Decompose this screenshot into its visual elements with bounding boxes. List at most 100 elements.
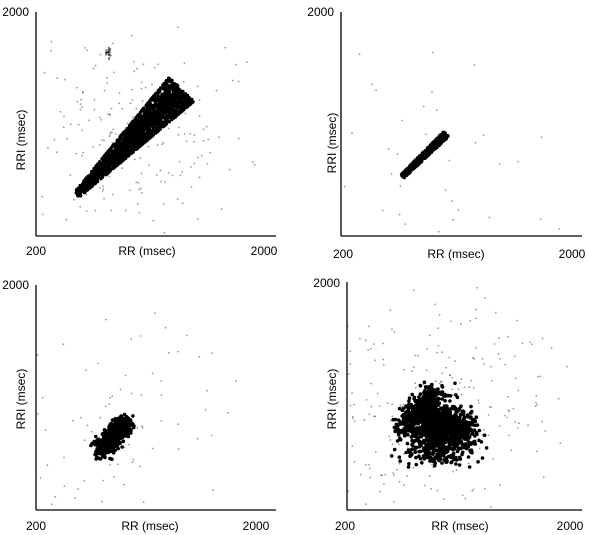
- data-point: [178, 88, 182, 93]
- x-tick-label-min: 200: [26, 519, 46, 533]
- data-point: [190, 186, 193, 188]
- data-point: [85, 194, 88, 196]
- data-point: [121, 439, 125, 444]
- data-point: [460, 450, 465, 455]
- data-point: [196, 437, 199, 440]
- data-point: [146, 104, 149, 107]
- data-point: [390, 173, 393, 175]
- data-point: [102, 159, 107, 163]
- data-point: [431, 143, 436, 147]
- data-point: [142, 110, 145, 112]
- data-point: [436, 427, 440, 432]
- data-point: [210, 434, 213, 437]
- data-point: [443, 417, 447, 422]
- data-point: [425, 438, 429, 443]
- data-point: [396, 153, 399, 156]
- data-point: [436, 437, 441, 442]
- data-point: [175, 85, 178, 87]
- data-point: [100, 170, 104, 174]
- data-point: [124, 145, 128, 149]
- x-axis-label: RR (msec): [427, 247, 484, 261]
- data-point: [436, 402, 440, 407]
- data-point: [418, 154, 422, 158]
- data-point: [80, 184, 85, 188]
- data-point: [90, 430, 93, 433]
- data-point: [108, 51, 111, 54]
- data-point: [392, 447, 397, 452]
- data-point: [414, 417, 419, 421]
- data-point: [114, 157, 118, 162]
- data-point: [168, 115, 172, 120]
- data-point: [116, 147, 120, 151]
- data-point: [404, 429, 408, 433]
- data-point: [148, 164, 150, 167]
- data-point: [44, 429, 47, 431]
- data-point: [462, 415, 467, 420]
- data-point: [163, 117, 168, 121]
- data-point: [467, 440, 471, 445]
- data-point: [457, 209, 460, 211]
- data-point: [108, 160, 113, 164]
- data-point: [169, 103, 174, 108]
- data-point: [162, 109, 166, 113]
- data-point: [168, 84, 172, 89]
- data-point: [114, 430, 119, 435]
- data-point: [198, 355, 201, 358]
- data-point: [228, 168, 231, 171]
- data-point: [75, 152, 78, 155]
- data-point: [75, 86, 78, 89]
- data-point: [126, 129, 131, 133]
- data-point: [130, 125, 134, 129]
- data-point: [62, 126, 65, 129]
- data-point: [474, 141, 477, 144]
- data-point: [152, 219, 155, 222]
- data-point: [558, 228, 560, 230]
- data-point: [104, 172, 109, 176]
- data-point: [122, 424, 127, 429]
- data-point: [111, 395, 114, 398]
- data-point: [99, 116, 101, 119]
- data-point: [50, 49, 52, 52]
- data-point: [63, 115, 65, 118]
- data-point: [109, 155, 113, 159]
- panel-bottom-left: 2000 200 2000 RR (msec) RRI (msec): [2, 278, 276, 533]
- data-point: [50, 503, 53, 506]
- data-point: [56, 151, 58, 154]
- data-point: [410, 392, 415, 397]
- x-axis-label: RR (msec): [118, 244, 175, 258]
- data-point: [96, 439, 99, 441]
- data-point: [540, 136, 543, 139]
- data-point: [204, 408, 207, 411]
- data-point: [103, 448, 108, 453]
- data-point: [130, 392, 133, 395]
- data-point: [102, 436, 106, 441]
- data-point: [100, 118, 102, 121]
- data-point: [139, 465, 141, 468]
- data-point: [43, 71, 46, 74]
- data-point: [415, 426, 419, 430]
- data-point: [115, 162, 118, 165]
- data-point: [161, 83, 165, 87]
- data-point: [180, 96, 184, 101]
- data-point: [177, 448, 180, 450]
- data-point: [80, 98, 83, 101]
- y-tick-label-max: 2000: [2, 278, 29, 292]
- data-point: [172, 111, 177, 115]
- data-point: [251, 161, 254, 163]
- data-point: [98, 447, 103, 452]
- data-point: [160, 180, 163, 183]
- data-point: [183, 62, 186, 65]
- data-point: [457, 463, 462, 467]
- data-point: [455, 442, 460, 447]
- data-point: [196, 85, 199, 88]
- data-point: [171, 174, 174, 177]
- data-point: [128, 443, 130, 446]
- data-point: [381, 209, 384, 212]
- data-point: [89, 443, 93, 448]
- data-point: [158, 123, 162, 128]
- data-point: [87, 179, 91, 184]
- data-point: [78, 192, 83, 196]
- data-point: [410, 166, 414, 170]
- data-point: [147, 119, 151, 124]
- data-point: [111, 42, 114, 45]
